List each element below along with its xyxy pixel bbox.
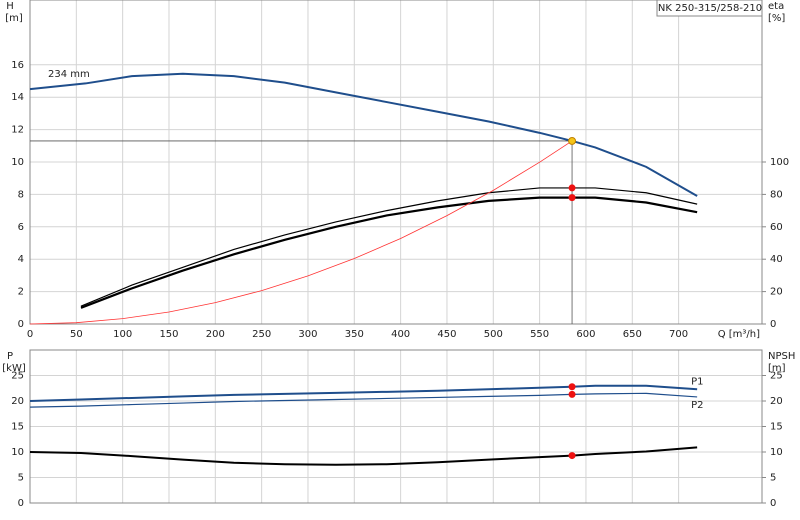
plot-frame xyxy=(29,0,763,325)
x-tick-label: 100 xyxy=(113,329,132,340)
model-box xyxy=(656,0,763,17)
series-line xyxy=(29,72,698,197)
legend-label: P1 xyxy=(691,376,703,387)
series-line xyxy=(29,446,698,466)
x-tick-label: 550 xyxy=(530,329,549,340)
y-tick-label: 6 xyxy=(18,222,24,233)
y-tick-label: 20 xyxy=(11,396,24,407)
y-tick-label: 5 xyxy=(18,473,24,484)
y-axis-unit: [m] xyxy=(5,13,23,24)
series-line xyxy=(80,187,698,307)
y2-tick-label: 40 xyxy=(770,254,783,265)
y-tick-label: 0 xyxy=(18,319,24,330)
series-line xyxy=(29,392,698,408)
x-tick-label: 300 xyxy=(298,329,317,340)
x-tick-label: 700 xyxy=(669,329,688,340)
y-tick-label: 25 xyxy=(11,371,24,382)
plot-frame xyxy=(29,349,763,504)
y2-tick-label: 20 xyxy=(770,396,783,407)
y2-tick-label: 60 xyxy=(770,222,783,233)
y-tick-label: 4 xyxy=(18,254,24,265)
y2-axis-label: eta xyxy=(768,1,784,12)
x-tick-label: 200 xyxy=(206,329,225,340)
y2-tick-label: 0 xyxy=(770,498,776,509)
y2-tick-label: 100 xyxy=(770,157,789,168)
operating-point xyxy=(568,390,576,398)
y-tick-label: 10 xyxy=(11,157,24,168)
operating-point xyxy=(568,136,577,145)
y-axis-label: H xyxy=(6,1,14,12)
y-tick-label: 8 xyxy=(18,189,24,200)
x-tick-label: 400 xyxy=(391,329,410,340)
series-line xyxy=(29,140,573,325)
y-tick-label: 12 xyxy=(11,125,24,136)
y-tick-label: 10 xyxy=(11,447,24,458)
y-tick-label: 2 xyxy=(18,287,24,298)
y2-tick-label: 5 xyxy=(770,473,776,484)
x-tick-label: 500 xyxy=(484,329,503,340)
y2-axis-unit: [%] xyxy=(768,13,785,24)
x-tick-label: 350 xyxy=(345,329,364,340)
y2-tick-label: 20 xyxy=(770,287,783,298)
x-tick-label: 600 xyxy=(576,329,595,340)
y-tick-label: 16 xyxy=(11,60,24,71)
y-tick-label: 14 xyxy=(11,92,24,103)
y2-tick-label: 80 xyxy=(770,189,783,200)
curve-annotation: 234 mm xyxy=(48,69,90,80)
y-tick-label: 15 xyxy=(11,422,24,433)
x-tick-label: 150 xyxy=(159,329,178,340)
y2-tick-label: 0 xyxy=(770,319,776,330)
y2-axis-label: NPSH xyxy=(768,351,795,362)
y-axis-unit: [kW] xyxy=(2,363,26,374)
series-line xyxy=(80,196,698,309)
operating-point xyxy=(568,194,576,202)
x-tick-label: 250 xyxy=(252,329,271,340)
x-tick-label: 450 xyxy=(437,329,456,340)
operating-point xyxy=(568,452,576,460)
y-axis-label: P xyxy=(7,351,13,362)
legend-label: P2 xyxy=(691,400,703,411)
series-line xyxy=(29,384,698,402)
y2-tick-label: 10 xyxy=(770,447,783,458)
operating-point xyxy=(568,184,576,192)
x-axis-label: Q [m³/h] xyxy=(718,329,760,340)
x-tick-label: 50 xyxy=(70,329,83,340)
operating-point xyxy=(568,383,576,391)
x-tick-label: 0 xyxy=(27,329,33,340)
y-tick-label: 0 xyxy=(18,498,24,509)
x-tick-label: 650 xyxy=(623,329,642,340)
y2-tick-label: 15 xyxy=(770,422,783,433)
model-label: NK 250-315/258-210 xyxy=(658,3,762,14)
y2-axis-unit: [m] xyxy=(768,363,786,374)
y2-tick-label: 25 xyxy=(770,371,783,382)
